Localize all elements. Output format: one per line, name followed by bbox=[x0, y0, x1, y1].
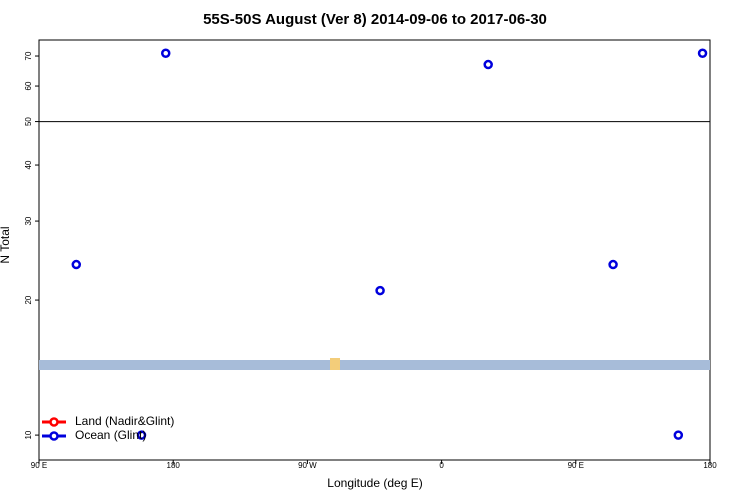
point bbox=[483, 59, 493, 70]
point bbox=[71, 259, 82, 270]
plot-frame bbox=[38, 39, 711, 461]
point bbox=[160, 48, 171, 59]
y-tick-label: 60 bbox=[24, 81, 33, 90]
chart-title: 55S-50S August (Ver 8) 2014-09-06 to 201… bbox=[203, 11, 547, 28]
point bbox=[136, 430, 147, 440]
legend-label: Land (Nadir&Glint) bbox=[75, 414, 174, 428]
legend-marker bbox=[49, 417, 59, 427]
x-tick-label: 90 W bbox=[298, 461, 317, 470]
map-strip bbox=[39, 360, 710, 370]
point bbox=[697, 48, 708, 59]
x-tick-label: 90 E bbox=[31, 461, 47, 470]
y-tick-label: 70 bbox=[24, 51, 33, 60]
x-tick-label: 0 bbox=[439, 461, 444, 470]
x-tick-label: 90 E bbox=[568, 461, 584, 470]
y-tick-label: 20 bbox=[24, 295, 33, 304]
map-land bbox=[330, 358, 340, 370]
x-tick-label: 180 bbox=[167, 461, 181, 470]
legend-marker bbox=[49, 431, 59, 441]
x-axis-label: Longitude (deg E) bbox=[327, 476, 422, 490]
point bbox=[375, 285, 385, 296]
y-tick-label: 40 bbox=[24, 160, 33, 169]
point bbox=[608, 259, 618, 270]
point bbox=[673, 430, 684, 440]
y-axis-label: N Total bbox=[0, 226, 12, 263]
legend-label: Ocean (Glint) bbox=[75, 428, 146, 442]
y-tick-label: 30 bbox=[24, 216, 33, 225]
y-tick-label: 50 bbox=[24, 117, 33, 126]
y-tick-label: 10 bbox=[24, 430, 33, 439]
x-tick-label: 180 bbox=[703, 461, 717, 470]
